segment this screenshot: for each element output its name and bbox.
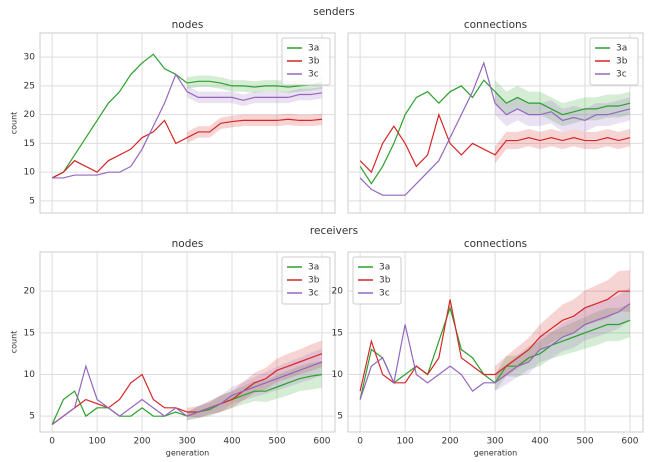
subplot-title: connections	[464, 238, 527, 250]
y-tick-label: 25	[24, 81, 35, 91]
legend-label: 3b	[308, 276, 320, 286]
y-tick-label: 15	[24, 139, 35, 149]
y-tick-label: 10	[24, 370, 36, 380]
series-line	[359, 79, 631, 185]
x-tick-label: 200	[133, 437, 150, 447]
y-tick-label: 15	[332, 328, 343, 338]
x-tick-label: 0	[49, 437, 55, 447]
y-tick-label: 20	[332, 287, 344, 297]
confidence-band	[495, 303, 630, 392]
series-line	[51, 118, 323, 179]
confidence-band	[495, 270, 630, 383]
y-axis-label: count	[10, 331, 19, 354]
legend-label: 3b	[616, 57, 628, 67]
confidence-band	[187, 75, 322, 93]
subplot-title: connections	[464, 19, 527, 31]
x-tick-label: 500	[576, 437, 593, 447]
series-line	[51, 353, 323, 425]
x-tick-label: 300	[178, 437, 195, 447]
confidence-band	[495, 91, 630, 132]
y-tick-label: 15	[24, 328, 35, 338]
x-tick-label: 400	[531, 437, 548, 447]
x-axis-label: generation	[474, 449, 518, 458]
section-title: senders	[313, 6, 355, 18]
x-tick-label: 500	[268, 437, 285, 447]
legend-label: 3b	[379, 276, 391, 286]
x-tick-label: 0	[357, 437, 363, 447]
y-tick-label: 30	[24, 53, 36, 63]
confidence-band	[187, 113, 322, 144]
x-tick-label: 600	[313, 437, 330, 447]
legend-label: 3a	[379, 263, 390, 273]
series-line	[51, 53, 323, 179]
legend-label: 3c	[616, 70, 627, 80]
legend-label: 3a	[616, 44, 627, 54]
x-tick-label: 100	[397, 437, 414, 447]
series-line	[52, 73, 323, 179]
confidence-band	[187, 85, 322, 107]
series-line	[359, 303, 631, 400]
series-line	[359, 290, 630, 392]
x-tick-label: 600	[621, 437, 638, 447]
y-axis-label: count	[10, 112, 19, 135]
series-line	[359, 112, 631, 174]
subplot-title: nodes	[172, 19, 204, 31]
x-tick-label: 300	[486, 437, 503, 447]
x-tick-label: 200	[441, 437, 458, 447]
legend-label: 3c	[379, 289, 390, 299]
y-tick-label: 20	[24, 287, 36, 297]
confidence-band	[495, 287, 630, 392]
legend-label: 3a	[308, 263, 319, 273]
series-line	[51, 361, 323, 425]
y-tick-label: 5	[29, 412, 35, 422]
series-line	[359, 61, 631, 196]
y-tick-label: 10	[332, 370, 344, 380]
x-tick-label: 100	[89, 437, 106, 447]
legend-label: 3a	[308, 44, 319, 54]
y-tick-label: 5	[337, 412, 343, 422]
section-title: receivers	[310, 225, 358, 237]
confidence-band	[187, 340, 322, 418]
subplot-title: nodes	[172, 238, 204, 250]
x-axis-label: generation	[166, 449, 210, 458]
y-tick-label: 20	[24, 110, 36, 120]
legend-label: 3c	[308, 70, 319, 80]
y-tick-label: 10	[24, 168, 36, 178]
legend-label: 3c	[308, 289, 319, 299]
y-tick-label: 5	[29, 196, 35, 206]
x-tick-label: 400	[223, 437, 240, 447]
legend-label: 3b	[308, 57, 320, 67]
